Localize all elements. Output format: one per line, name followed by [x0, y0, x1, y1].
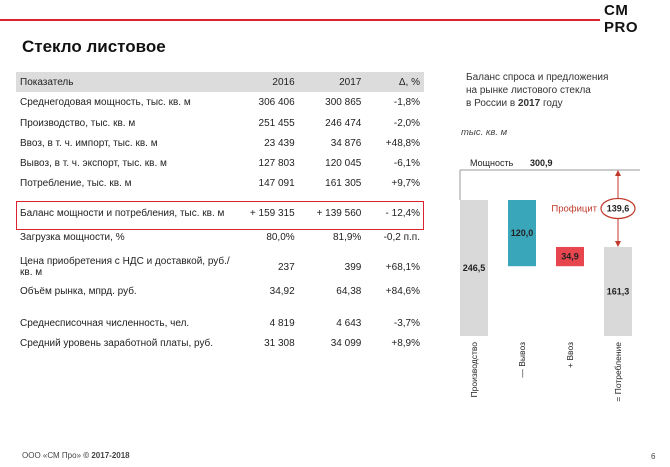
chart-title-prefix: в России в [466, 98, 518, 109]
category-label: = Потребление [613, 342, 623, 402]
col-header-delta: Δ, % [365, 72, 424, 92]
row-label: Цена приобретения с НДС и доставкой, руб… [20, 256, 230, 278]
col-header-2017: 2017 [298, 72, 366, 92]
footer-years: © 2017-2018 [83, 451, 130, 460]
value-2016: 127 803 [258, 157, 295, 169]
value-2017: 81,9% [332, 231, 362, 243]
value-2017: 300 865 [325, 97, 362, 108]
bar-export [508, 200, 536, 267]
surplus-label: Профицит [551, 204, 597, 215]
highlight-frame [16, 201, 424, 230]
value-2016: 31 308 [264, 337, 295, 349]
value-2017: 4 643 [336, 317, 362, 329]
value-delta: +84,6% [385, 285, 420, 297]
value-2016: 251 455 [258, 117, 295, 129]
indicators-table: Показатель 2016 2017 Δ, % Среднегодовая … [16, 72, 424, 353]
company-logo: CM PRO [604, 2, 639, 36]
category-label: Производство [469, 342, 479, 398]
row-label: Среднегодовая мощность, тыс. кв. м [20, 97, 191, 108]
table-spacer [16, 301, 424, 313]
value-delta: -3,7% [393, 317, 420, 329]
value-delta: +68,1% [385, 261, 420, 273]
row-label: Ввоз, в т. ч. импорт, тыс. кв. м [20, 137, 158, 149]
value-delta: - 12,4% [385, 207, 420, 219]
value-delta: +48,8% [385, 137, 420, 149]
surplus-arrow-head-top [615, 170, 621, 176]
table-row: Среднегодовая мощность, тыс. кв. м 306 4… [16, 92, 424, 113]
bar-value-label: 120,0 [511, 228, 534, 238]
table-row: Вывоз, в т. ч. экспорт, тыс. кв. м 127 8… [16, 153, 424, 173]
capacity-label: Мощность [470, 158, 514, 168]
category-label: — Вывоз [517, 342, 527, 378]
row-label: Потребление, тыс. кв. м [20, 177, 132, 189]
value-2016: 80,0% [266, 231, 295, 243]
category-label: + Ввоз [565, 342, 575, 368]
value-2016: + 159 315 [249, 207, 295, 219]
row-label: Объём рынка, мпрд. руб. [20, 285, 137, 297]
row-label: Средний уровень заработной платы, руб. [20, 337, 214, 349]
value-2017: 34 876 [330, 137, 362, 149]
value-2016: 306 406 [258, 97, 295, 108]
chart-title-suffix: году [540, 98, 563, 109]
table-row-highlight: Баланс мощности и потребления, тыс. кв. … [16, 199, 424, 227]
footer-company: ООО «СМ Про» [22, 451, 84, 460]
value-2017: 34 099 [330, 337, 362, 349]
row-label: Среднесписочная численность, чел. [20, 317, 190, 329]
bar-value-label: 161,3 [607, 287, 630, 297]
chart-title-line: в России в 2017 году [466, 97, 656, 110]
value-delta: -1,8% [393, 97, 420, 108]
value-delta: -0,2 п.п. [383, 231, 420, 243]
table-row: Средний уровень заработной платы, руб. 3… [16, 333, 424, 353]
col-header-2016: 2016 [241, 72, 299, 92]
surplus-value: 139,6 [607, 204, 630, 214]
value-2016: 4 819 [269, 317, 295, 329]
value-2017: + 139 560 [316, 207, 362, 219]
value-2017: 161 305 [325, 177, 362, 189]
page-title: Стекло листовое [22, 37, 166, 56]
page-number: 6 [651, 452, 656, 461]
bar-import [556, 246, 584, 267]
value-delta: -6,1% [393, 157, 420, 169]
table-row: Потребление, тыс. кв. м 147 091 161 305 … [16, 173, 424, 193]
row-label: Производство, тыс. кв. м [20, 117, 136, 129]
chart-title-line: Баланс спроса и предложения [466, 72, 609, 83]
value-delta: +8,9% [391, 337, 420, 349]
row-label: Баланс мощности и потребления, тыс. кв. … [20, 207, 225, 219]
bar-production [460, 200, 488, 336]
table-header-row: Показатель 2016 2017 Δ, % [16, 72, 424, 92]
value-2017: 120 045 [325, 157, 362, 169]
value-2016: 34,92 [269, 285, 295, 297]
table-row: Цена приобретения с НДС и доставкой, руб… [16, 253, 424, 281]
waterfall-chart: Мощность 300,9 246,5 Производство 120,0 — Выв… [459, 158, 640, 402]
bar-value-label: 246,5 [463, 263, 486, 273]
value-2017: 64,38 [336, 285, 362, 297]
header-rule [0, 19, 600, 21]
chart-title-line: на рынке листового стекла [466, 85, 591, 96]
table-row: Среднесписочная численность, чел. 4 819 … [16, 313, 424, 333]
value-2016: 23 439 [264, 137, 295, 149]
capacity-value: 300,9 [530, 158, 553, 168]
chart-title-year: 2017 [517, 98, 541, 109]
bar-consumption [604, 247, 632, 336]
value-2017: 399 [344, 261, 362, 273]
value-delta: +9,7% [391, 177, 420, 189]
table-row: Ввоз, в т. ч. импорт, тыс. кв. м 23 439 … [16, 133, 424, 153]
table-row: Объём рынка, мпрд. руб. 34,92 64,38 +84,… [16, 281, 424, 301]
value-2016: 237 [277, 261, 295, 273]
footer-copyright: ООО «СМ Про» © 2017-2018 [22, 451, 130, 460]
chart-unit: тыс. кв. м [461, 127, 508, 138]
value-2016: 147 091 [258, 177, 295, 189]
col-header-indicator: Показатель [16, 72, 242, 92]
surplus-badge [600, 197, 636, 220]
row-label: Загрузка мощности, % [20, 231, 125, 243]
surplus-arrow-head-bottom [615, 241, 621, 248]
value-2017: 246 474 [325, 117, 362, 129]
table-row: Производство, тыс. кв. м 251 455 246 474… [16, 113, 424, 133]
value-delta: -2,0% [393, 117, 420, 129]
row-label: Вывоз, в т. ч. экспорт, тыс. кв. м [20, 157, 167, 169]
table-row: Загрузка мощности, % 80,0% 81,9% -0,2 п.… [16, 227, 424, 247]
bar-value-label: 34,9 [561, 252, 579, 262]
chart-title: Баланс спроса и предложения на рынке лис… [466, 71, 656, 110]
